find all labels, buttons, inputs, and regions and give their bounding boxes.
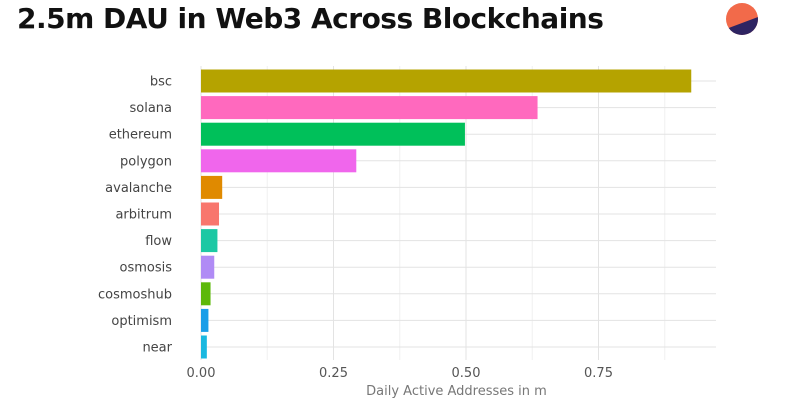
x-tick-label: 0.75 (584, 366, 613, 381)
bar-ethereum (201, 122, 465, 146)
bar-solana (201, 96, 538, 120)
bar-avalanche (201, 175, 223, 199)
logo-icon (726, 3, 758, 35)
x-tick-label: 0.25 (319, 366, 348, 381)
bar-osmosis (201, 255, 215, 279)
category-label: osmosis (119, 261, 172, 276)
category-label: arbitrum (115, 208, 172, 223)
category-label: bsc (150, 75, 172, 90)
category-label: avalanche (105, 181, 172, 196)
category-label: ethereum (109, 128, 172, 143)
category-labels: bsc solana ethereum polygon avalanche arbitru… (98, 75, 173, 356)
bar-optimism (201, 308, 209, 332)
bar-cosmoshub (201, 282, 211, 306)
bar-polygon (201, 149, 357, 173)
x-axis-title: Daily Active Addresses in m (366, 384, 547, 399)
bar-arbitrum (201, 202, 220, 226)
bar-near (201, 335, 207, 359)
x-axis-ticks: 0.00 0.25 0.50 0.75 (187, 366, 613, 381)
bar-bsc (201, 69, 692, 93)
x-tick-label: 0.00 (187, 366, 216, 381)
category-label: flow (145, 234, 172, 249)
category-label: solana (129, 101, 172, 116)
chart-title: 2.5m DAU in Web3 Across Blockchains (17, 2, 604, 35)
x-tick-label: 0.50 (452, 366, 481, 381)
bar-flow (201, 229, 218, 253)
category-label: cosmoshub (98, 287, 172, 302)
category-label: near (142, 341, 172, 356)
category-label: polygon (120, 154, 172, 169)
category-label: optimism (111, 314, 172, 329)
bars (201, 69, 692, 359)
